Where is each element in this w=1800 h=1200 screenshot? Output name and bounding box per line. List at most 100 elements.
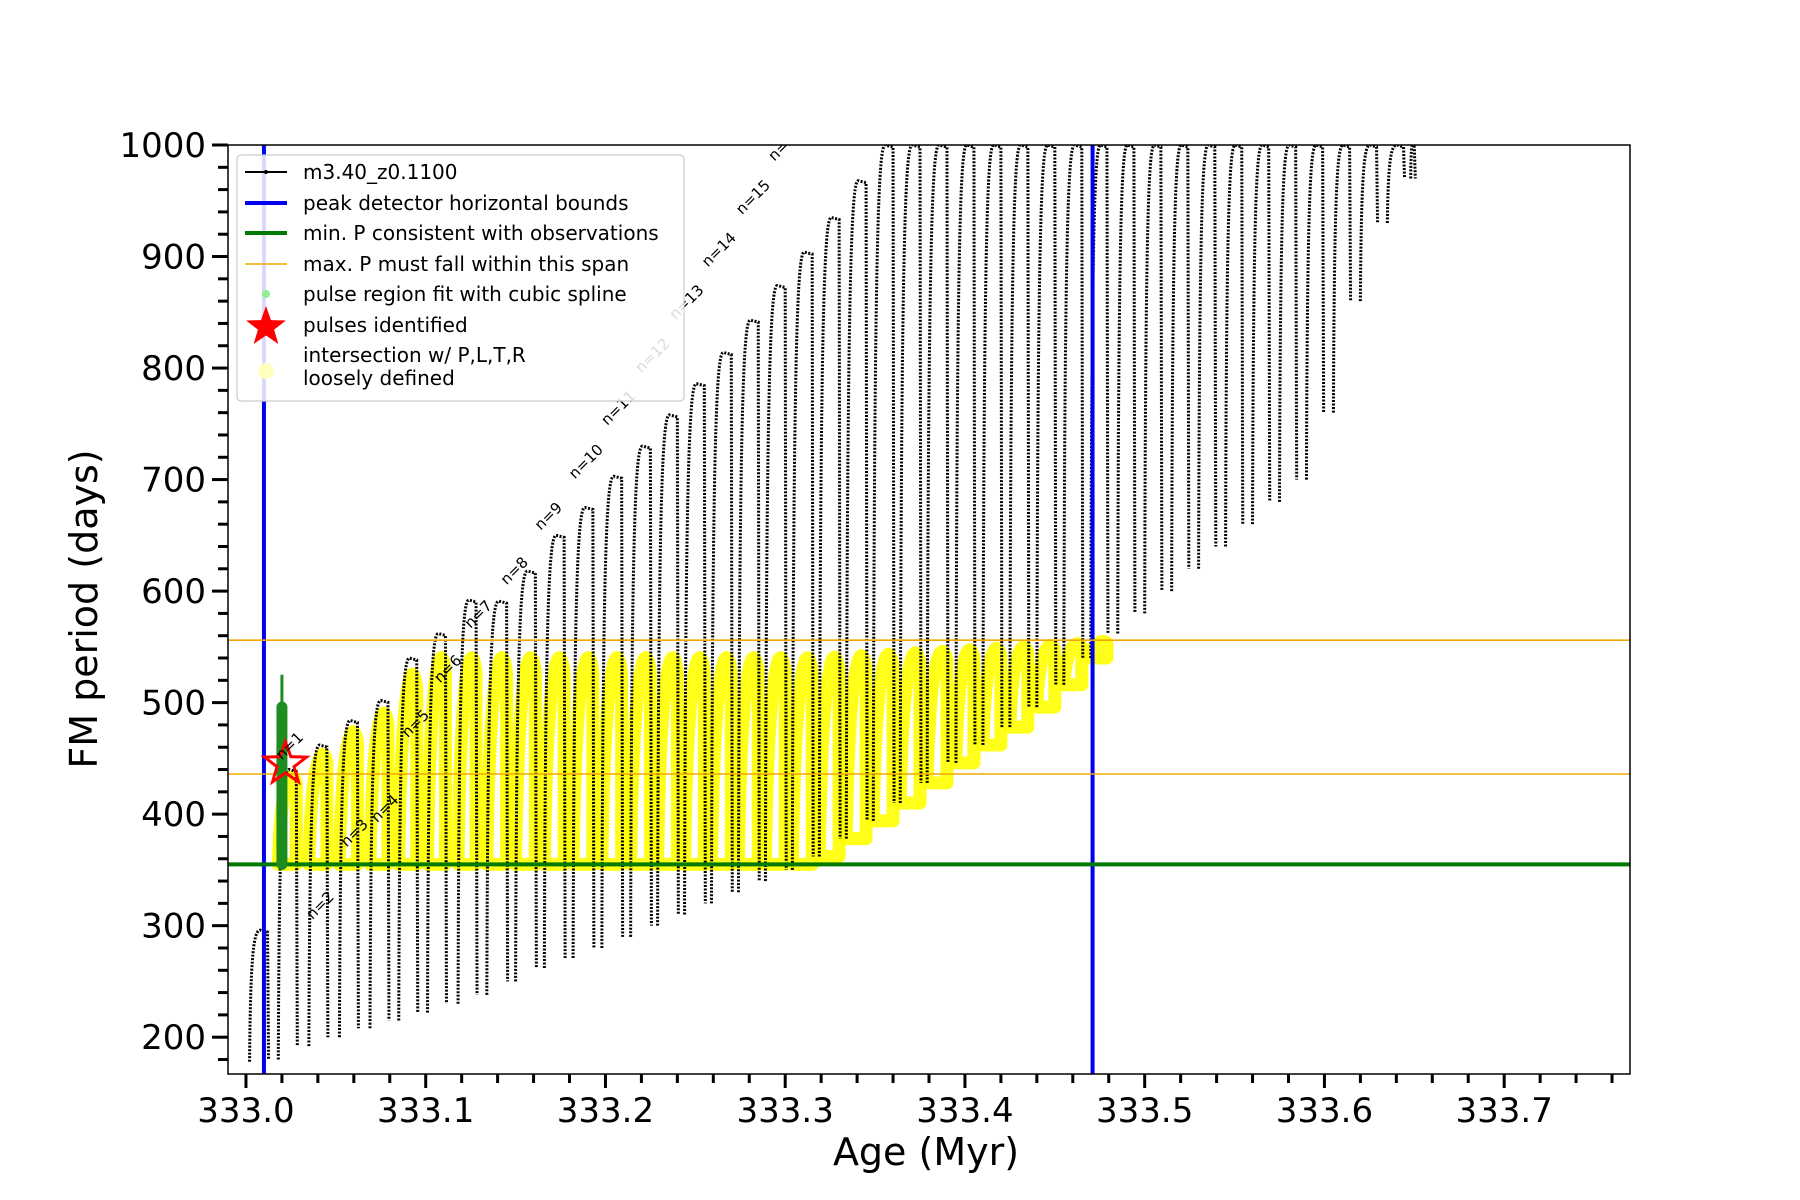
x-tick-label-4: 333.4 xyxy=(916,1091,1013,1131)
y-tick-label-1: 300 xyxy=(141,907,206,947)
pulse-curve-5 xyxy=(368,698,391,1029)
pulse-curve-21 xyxy=(817,215,842,857)
pulse-curve-19 xyxy=(763,284,788,882)
pulse-curve-1 xyxy=(248,928,271,1062)
pulse-label-n9: n=9 xyxy=(531,499,566,534)
pulse-curve-23 xyxy=(871,145,896,821)
intersection-region-18 xyxy=(731,651,765,871)
legend-label-3: max. P must fall within this span xyxy=(303,252,629,276)
x-tick-label-3: 333.3 xyxy=(737,1091,834,1131)
pulse-label-n10: n=10 xyxy=(565,441,607,483)
pulse-curve-22 xyxy=(844,179,869,839)
x-tick-label-2: 333.2 xyxy=(557,1091,654,1131)
legend-label-4: pulse region fit with cubic spline xyxy=(303,282,627,306)
intersection-region-16 xyxy=(678,651,711,871)
x-tick-label-5: 333.5 xyxy=(1096,1091,1193,1131)
pulse-curve-30 xyxy=(1062,145,1085,685)
pulse-curve-24 xyxy=(898,145,923,803)
x-tick-label-6: 333.6 xyxy=(1276,1091,1373,1131)
pulse-curve-42 xyxy=(1385,145,1407,224)
y-tick-label-0: 200 xyxy=(141,1018,206,1058)
y-axis: 200 300 400 500 600 700 800 900 1000 xyxy=(119,126,228,1062)
intersection-region-10 xyxy=(509,651,542,871)
pulse-curve-38 xyxy=(1278,145,1299,502)
pulse-curve-40 xyxy=(1331,145,1353,413)
legend-label-2: min. P consistent with observations xyxy=(303,221,659,245)
pulse-curve-10 xyxy=(514,569,538,982)
pulse-curve-39 xyxy=(1304,145,1326,480)
pulse-curve-12 xyxy=(571,505,596,959)
y-tick-label-3: 500 xyxy=(141,684,206,724)
x-tick-label-7: 333.7 xyxy=(1456,1091,1553,1131)
y-tick-label-5: 700 xyxy=(141,461,206,501)
legend-label-0: m3.40_z0.1100 xyxy=(303,160,458,184)
pulse-label-n7: n=7 xyxy=(461,597,496,632)
intersection-region-3 xyxy=(302,747,334,871)
intersection-region-15 xyxy=(651,651,684,871)
legend-label-6: intersection w/ P,L,T,R xyxy=(303,343,526,367)
intersection-region-20 xyxy=(785,651,819,871)
intersection-region-11 xyxy=(537,651,571,871)
pulse-curve-33 xyxy=(1143,145,1164,614)
pulse-label-n2: n=2 xyxy=(303,888,338,923)
pulse-curve-41 xyxy=(1358,145,1380,302)
x-axis-label: Age (Myr) xyxy=(833,1130,1019,1174)
intersection-region-12 xyxy=(566,651,600,871)
pulse-curve-16 xyxy=(683,382,707,915)
pulses-identified-layer xyxy=(260,737,311,786)
intersection-region-26 xyxy=(949,643,981,770)
legend-label-5: pulses identified xyxy=(303,313,468,337)
legend-swatch-model-marker xyxy=(264,170,268,174)
x-tick-label-0: 333.0 xyxy=(197,1091,294,1131)
pulse-curve-3 xyxy=(307,743,330,1047)
pulse-curve-18 xyxy=(736,318,761,893)
legend-label-6-line2: loosely defined xyxy=(303,366,455,390)
x-tick-label-1: 333.1 xyxy=(377,1091,474,1131)
intersection-region-14 xyxy=(624,651,657,871)
intersection-region-21 xyxy=(812,650,846,864)
pulse-curve-26 xyxy=(954,145,977,763)
legend-swatch-spline-dot xyxy=(262,290,270,298)
pulse-curve-4 xyxy=(337,718,360,1038)
pulse-curve-34 xyxy=(1170,145,1191,592)
y-tick-label-4: 600 xyxy=(141,572,206,612)
intersection-region-17 xyxy=(705,651,738,871)
pulse-curve-37 xyxy=(1251,145,1272,525)
y-tick-label-2: 400 xyxy=(141,795,206,835)
pulse-identified-star-1 xyxy=(260,737,311,786)
intersection-region-23 xyxy=(866,647,900,828)
pulse-curve-9 xyxy=(485,599,510,995)
pulse-curve-35 xyxy=(1197,145,1218,569)
y-tick-label-7: 900 xyxy=(141,238,206,278)
intersection-region-28 xyxy=(1003,640,1035,734)
legend-swatch-star xyxy=(246,306,286,344)
y-tick-label-6: 800 xyxy=(141,349,206,389)
plot-area: n=1n=2n=3n=4n=5n=6n=7n=8n=9n=10n=11n=12n… xyxy=(228,123,1630,1074)
pulse-curve-15 xyxy=(656,413,680,926)
pulse-curve-28 xyxy=(1008,145,1031,728)
pulse-curve-13 xyxy=(600,474,625,948)
intersection-region-24 xyxy=(893,646,927,810)
pulse-curve-8 xyxy=(456,598,479,1004)
pulse-label-n16: n=16 xyxy=(765,123,807,165)
pulse-label-n14: n=14 xyxy=(698,229,740,271)
y-axis-label: FM period (days) xyxy=(62,449,106,768)
intersection-region-19 xyxy=(758,651,792,871)
legend-frame xyxy=(236,154,685,402)
intersection-region-27 xyxy=(976,641,1008,752)
pulse-curve-20 xyxy=(790,250,815,870)
intersection-region-6 xyxy=(392,667,424,871)
pulse-curve-36 xyxy=(1224,145,1245,547)
intersection-region-29 xyxy=(1030,638,1062,714)
pulse-curve-32 xyxy=(1116,145,1137,634)
x-axis: 333.0 333.1 333.2 333.3 333.4 333.5 333.6 333.7 xyxy=(197,1074,1614,1131)
intersection-region-25 xyxy=(920,644,954,790)
pulse-label-n15: n=15 xyxy=(732,176,774,218)
pulse-curve-43 xyxy=(1409,145,1417,179)
pulse-label-n8: n=8 xyxy=(497,553,532,588)
legend-swatch-intersection-dot xyxy=(258,363,274,379)
intersection-region-22 xyxy=(839,649,873,846)
y-tick-label-8: 1000 xyxy=(119,126,206,166)
